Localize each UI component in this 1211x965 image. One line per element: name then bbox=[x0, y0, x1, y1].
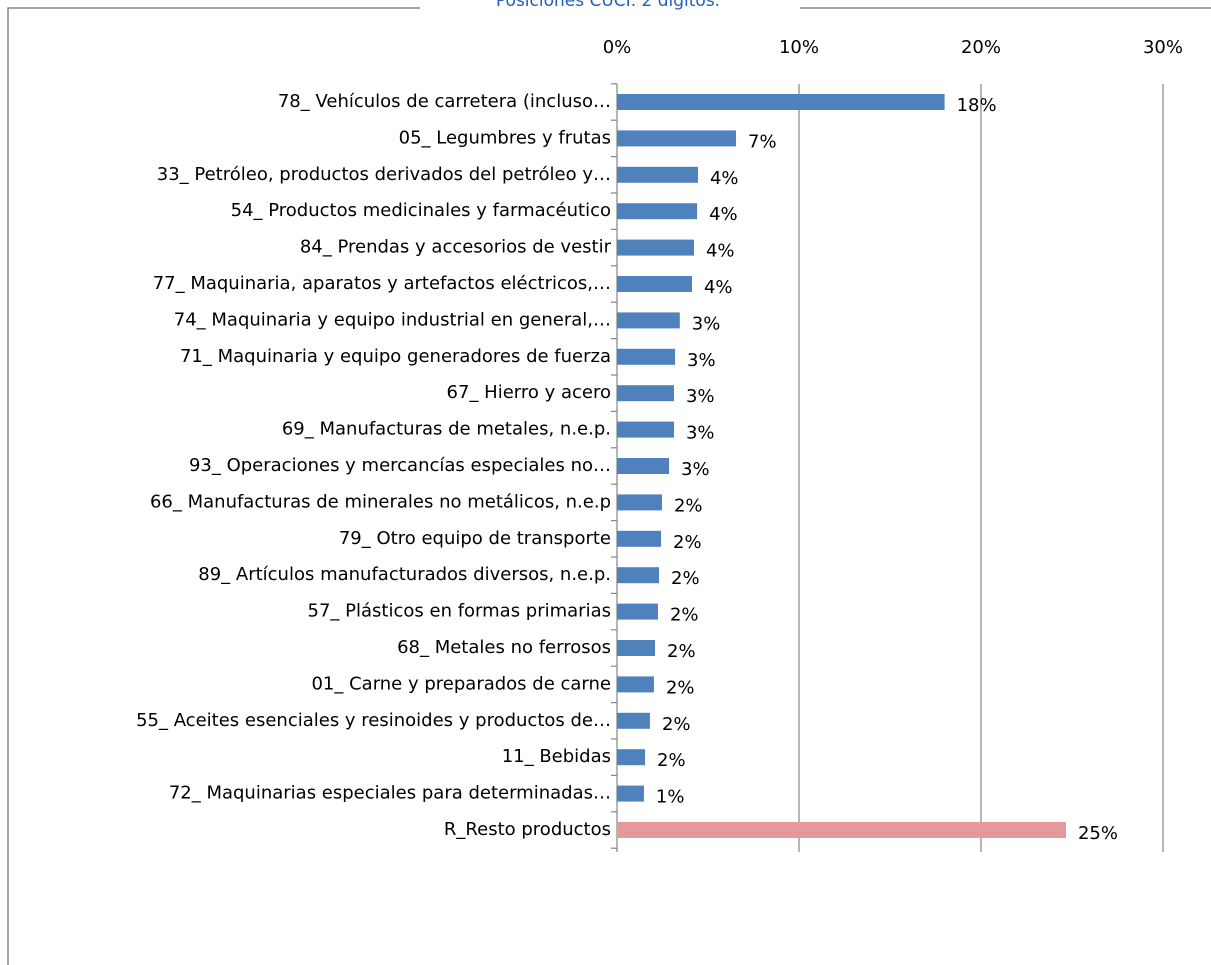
data-label: 2% bbox=[667, 641, 696, 662]
data-label: 2% bbox=[662, 714, 691, 735]
bar bbox=[617, 458, 670, 474]
x-tick-label: 0% bbox=[603, 37, 632, 58]
bar bbox=[617, 421, 674, 438]
data-label: 4% bbox=[709, 204, 738, 225]
data-label: 2% bbox=[657, 750, 686, 771]
y-tick-label: 77_ Maquinaria, aparatos y artefactos el… bbox=[153, 273, 611, 294]
y-tick-label: 84_ Prendas y accesorios de vestir bbox=[300, 237, 612, 258]
data-label: 25% bbox=[1078, 823, 1118, 844]
data-label: 3% bbox=[681, 459, 710, 480]
chart-frame bbox=[7, 7, 1211, 965]
bar bbox=[617, 130, 737, 147]
y-tick-label: 57_ Plásticos en formas primarias bbox=[308, 601, 611, 622]
data-label: 3% bbox=[686, 423, 715, 444]
x-tick-label: 10% bbox=[779, 37, 819, 58]
bar bbox=[617, 676, 654, 693]
bar bbox=[617, 166, 698, 183]
data-label: 2% bbox=[674, 495, 703, 516]
bar bbox=[617, 567, 660, 584]
title-backdrop bbox=[420, 0, 800, 12]
y-tick-label: 79_ Otro equipo de transporte bbox=[339, 528, 611, 549]
y-tick-label: 67_ Hierro y acero bbox=[447, 382, 611, 403]
bar bbox=[617, 785, 644, 802]
data-label: 4% bbox=[704, 277, 733, 298]
data-label: 2% bbox=[673, 532, 702, 553]
data-label: 2% bbox=[670, 605, 699, 626]
y-tick-label: 05_ Legumbres y frutas bbox=[399, 127, 611, 148]
data-label: 4% bbox=[710, 168, 739, 189]
y-tick-label: 68_ Metales no ferrosos bbox=[397, 637, 611, 658]
bar bbox=[617, 749, 646, 766]
data-label: 4% bbox=[706, 241, 735, 262]
bar bbox=[617, 640, 656, 656]
y-tick-label: 66_ Manufacturas de minerales no metálic… bbox=[150, 491, 611, 512]
y-tick-label: 71_ Maquinaria y equipo generadores de f… bbox=[180, 346, 611, 367]
bar bbox=[617, 203, 698, 220]
bar bbox=[617, 312, 680, 329]
chart-title: Posiciones CUCI. 2 dígitos. bbox=[496, 0, 720, 11]
y-tick-label: 78_ Vehículos de carretera (incluso… bbox=[278, 91, 611, 112]
bar bbox=[617, 530, 662, 547]
bar bbox=[617, 603, 658, 620]
x-tick-label: 20% bbox=[961, 37, 1001, 58]
bar bbox=[617, 276, 692, 292]
y-tick-label: 33_ Petróleo, productos derivados del pe… bbox=[157, 164, 611, 185]
bar bbox=[617, 385, 674, 402]
bar bbox=[617, 239, 694, 256]
data-label: 18% bbox=[957, 95, 997, 116]
y-tick-label: R_Resto productos bbox=[444, 819, 611, 840]
bar bbox=[617, 822, 1066, 838]
data-label: 3% bbox=[692, 313, 721, 334]
y-tick-label: 69_ Manufacturas de metales, n.e.p. bbox=[282, 419, 611, 440]
y-tick-label: 74_ Maquinaria y equipo industrial en ge… bbox=[174, 309, 611, 330]
data-label: 1% bbox=[656, 787, 685, 808]
y-tick-label: 72_ Maquinarias especiales para determin… bbox=[169, 783, 611, 804]
data-label: 3% bbox=[686, 386, 715, 407]
bar bbox=[617, 494, 662, 511]
y-tick-label: 01_ Carne y preparados de carne bbox=[311, 673, 611, 694]
data-label: 7% bbox=[748, 131, 777, 152]
y-tick-label: 11_ Bebidas bbox=[502, 746, 611, 767]
bar bbox=[617, 94, 945, 110]
y-tick-label: 55_ Aceites esenciales y resinoides y pr… bbox=[136, 710, 611, 731]
bar bbox=[617, 348, 676, 365]
y-tick-label: 89_ Artículos manufacturados diversos, n… bbox=[198, 564, 611, 585]
bar bbox=[617, 712, 650, 729]
data-label: 3% bbox=[687, 350, 716, 371]
y-tick-label: 93_ Operaciones y mercancías especiales … bbox=[189, 455, 611, 476]
data-label: 2% bbox=[671, 568, 700, 589]
x-tick-label: 30% bbox=[1143, 37, 1183, 58]
data-label: 2% bbox=[666, 677, 695, 698]
y-tick-label: 54_ Productos medicinales y farmacéutico bbox=[231, 200, 611, 221]
